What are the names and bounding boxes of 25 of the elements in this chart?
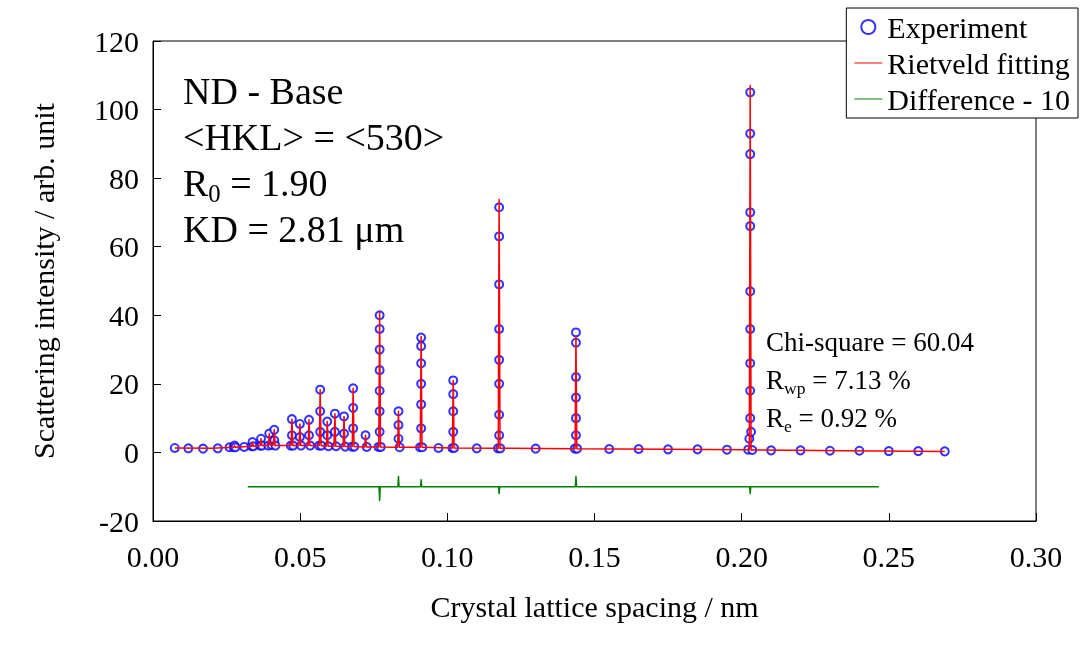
x-tick-label: 0.15 xyxy=(568,539,621,573)
annotation: KD = 2.81 μm xyxy=(183,208,405,250)
y-tick-label: 60 xyxy=(109,230,139,264)
y-tick-label: 100 xyxy=(94,93,139,127)
x-tick-label: 0.25 xyxy=(862,539,916,573)
annotation: Chi-square = 60.04 xyxy=(766,326,975,357)
y-tick-label: 80 xyxy=(109,161,139,195)
legend-label: Difference - 10 xyxy=(887,82,1071,116)
y-tick-label: 20 xyxy=(109,367,139,401)
x-tick-label: 0.30 xyxy=(1009,539,1063,573)
y-tick-label: 0 xyxy=(124,435,139,469)
y-axis-title: Scattering intensity / arb. unit xyxy=(26,102,60,459)
y-tick-label: -20 xyxy=(99,504,139,538)
legend-label: Rietveld fitting xyxy=(887,46,1070,80)
x-tick-label: 0.10 xyxy=(421,539,474,573)
x-tick-label: 0.20 xyxy=(715,539,768,573)
x-tick-label: 0.00 xyxy=(126,539,180,573)
legend-label: Experiment xyxy=(887,10,1028,44)
annotation: <HKL> = <530> xyxy=(183,116,445,158)
line-series xyxy=(247,475,880,502)
y-tick-label: 120 xyxy=(94,24,139,58)
x-tick-label: 0.05 xyxy=(273,539,327,573)
x-axis-title: Crystal lattice spacing / nm xyxy=(430,589,759,623)
y-tick-label: 40 xyxy=(109,298,139,332)
annotation: ND - Base xyxy=(183,70,344,112)
